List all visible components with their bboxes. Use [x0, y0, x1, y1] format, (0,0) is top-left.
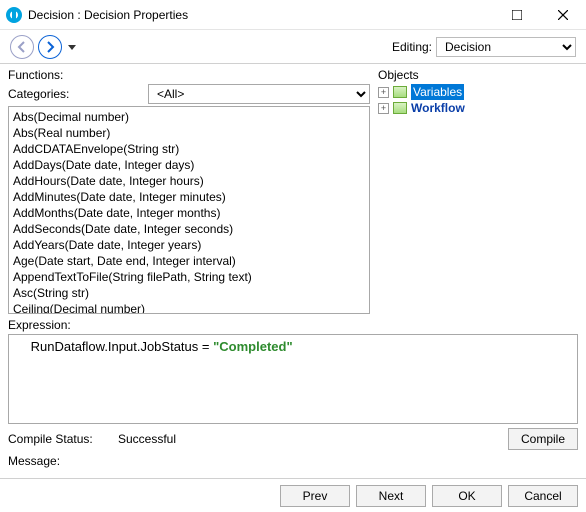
expression-editor[interactable]: RunDataflow.Input.JobStatus = "Completed… [8, 334, 578, 424]
close-button[interactable] [540, 0, 586, 30]
compile-button[interactable]: Compile [508, 428, 578, 450]
tree-node[interactable]: + Workflow [378, 100, 578, 116]
function-list-item[interactable]: Ceiling(Decimal number) [13, 301, 365, 314]
editing-select[interactable]: Decision [436, 37, 576, 57]
tree-node-label: Workflow [411, 100, 465, 116]
status-section: Compile Status: Successful Compile Messa… [0, 424, 586, 472]
functions-list[interactable]: Abs(Decimal number)Abs(Real number)AddCD… [8, 106, 370, 314]
function-list-item[interactable]: AddSeconds(Date date, Integer seconds) [13, 221, 365, 237]
message-label: Message: [8, 454, 118, 468]
next-button[interactable]: Next [356, 485, 426, 507]
title-bar: Decision : Decision Properties [0, 0, 586, 30]
function-list-item[interactable]: AddMonths(Date date, Integer months) [13, 205, 365, 221]
footer-buttons: Prev Next OK Cancel [0, 478, 586, 512]
editing-label: Editing: [392, 40, 432, 54]
prev-button[interactable]: Prev [280, 485, 350, 507]
function-list-item[interactable]: Abs(Decimal number) [13, 109, 365, 125]
expression-rhs: "Completed" [213, 339, 293, 354]
objects-panel: Objects + Variables + Workflow [378, 68, 578, 314]
cancel-button[interactable]: Cancel [508, 485, 578, 507]
functions-label: Functions: [8, 68, 370, 82]
expression-label: Expression: [8, 318, 578, 332]
function-list-item[interactable]: Age(Date start, Date end, Integer interv… [13, 253, 365, 269]
window-title: Decision : Decision Properties [28, 8, 188, 22]
function-list-item[interactable]: AddDays(Date date, Integer days) [13, 157, 365, 173]
function-list-item[interactable]: AppendTextToFile(String filePath, String… [13, 269, 365, 285]
expression-lhs: RunDataflow.Input.JobStatus [31, 339, 199, 354]
toolbar: Editing: Decision [0, 30, 586, 64]
main-area: Functions: Categories: <All> Abs(Decimal… [0, 64, 586, 314]
ok-button[interactable]: OK [432, 485, 502, 507]
function-list-item[interactable]: AddCDATAEnvelope(String str) [13, 141, 365, 157]
categories-label: Categories: [8, 87, 148, 101]
forward-button[interactable] [38, 35, 62, 59]
minimize-button[interactable] [448, 0, 494, 30]
functions-panel: Functions: Categories: <All> Abs(Decimal… [8, 68, 370, 314]
expression-op: = [198, 339, 213, 354]
categories-select[interactable]: <All> [148, 84, 370, 104]
function-list-item[interactable]: Asc(String str) [13, 285, 365, 301]
tree-node[interactable]: + Variables [378, 84, 578, 100]
function-list-item[interactable]: AddMinutes(Date date, Integer minutes) [13, 189, 365, 205]
objects-tree[interactable]: + Variables + Workflow [378, 84, 578, 116]
objects-label: Objects [378, 68, 578, 82]
forward-history-dropdown[interactable] [68, 40, 76, 54]
tree-expand-icon[interactable]: + [378, 87, 389, 98]
function-list-item[interactable]: AddHours(Date date, Integer hours) [13, 173, 365, 189]
function-list-item[interactable]: Abs(Real number) [13, 125, 365, 141]
tree-expand-icon[interactable]: + [378, 103, 389, 114]
folder-icon [393, 102, 407, 114]
tree-node-label: Variables [411, 84, 464, 100]
back-button[interactable] [10, 35, 34, 59]
expression-section: Expression: RunDataflow.Input.JobStatus … [0, 314, 586, 424]
app-icon [6, 7, 22, 23]
function-list-item[interactable]: AddYears(Date date, Integer years) [13, 237, 365, 253]
maximize-button[interactable] [494, 0, 540, 30]
folder-icon [393, 86, 407, 98]
